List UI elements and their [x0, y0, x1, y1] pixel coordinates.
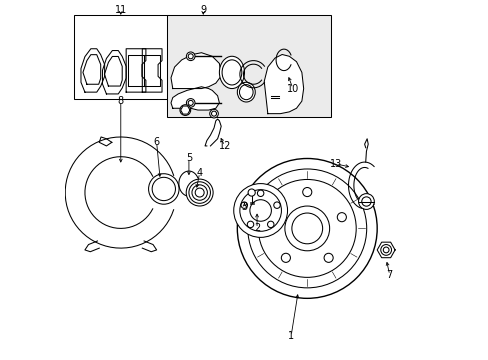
Circle shape	[211, 111, 216, 116]
Polygon shape	[65, 137, 175, 253]
Text: 12: 12	[218, 141, 230, 151]
Text: 11: 11	[114, 5, 127, 15]
Polygon shape	[171, 53, 221, 89]
Text: 4: 4	[196, 168, 203, 178]
Bar	[167, 15, 330, 117]
Text: 5: 5	[185, 153, 192, 163]
Circle shape	[180, 105, 190, 116]
Bar	[74, 15, 169, 99]
Text: 8: 8	[118, 96, 123, 106]
Circle shape	[209, 109, 218, 118]
Ellipse shape	[148, 174, 179, 204]
Polygon shape	[376, 242, 394, 258]
Circle shape	[358, 194, 373, 210]
Circle shape	[247, 189, 255, 196]
Text: 3: 3	[241, 202, 247, 212]
Text: 6: 6	[153, 138, 160, 147]
Text: 2: 2	[253, 224, 260, 233]
Text: 10: 10	[286, 84, 299, 94]
Ellipse shape	[239, 85, 253, 100]
Ellipse shape	[186, 179, 213, 206]
Text: 1: 1	[287, 331, 294, 341]
Circle shape	[237, 158, 376, 298]
Ellipse shape	[219, 56, 244, 89]
Text: 9: 9	[200, 5, 206, 15]
Circle shape	[188, 54, 193, 59]
Circle shape	[186, 52, 195, 60]
Circle shape	[233, 184, 287, 237]
Circle shape	[188, 100, 193, 105]
Polygon shape	[171, 87, 219, 110]
Text: 7: 7	[386, 270, 392, 280]
Circle shape	[186, 99, 195, 107]
Polygon shape	[264, 54, 303, 114]
Text: 13: 13	[329, 159, 342, 169]
Ellipse shape	[222, 60, 241, 85]
Ellipse shape	[237, 82, 255, 102]
